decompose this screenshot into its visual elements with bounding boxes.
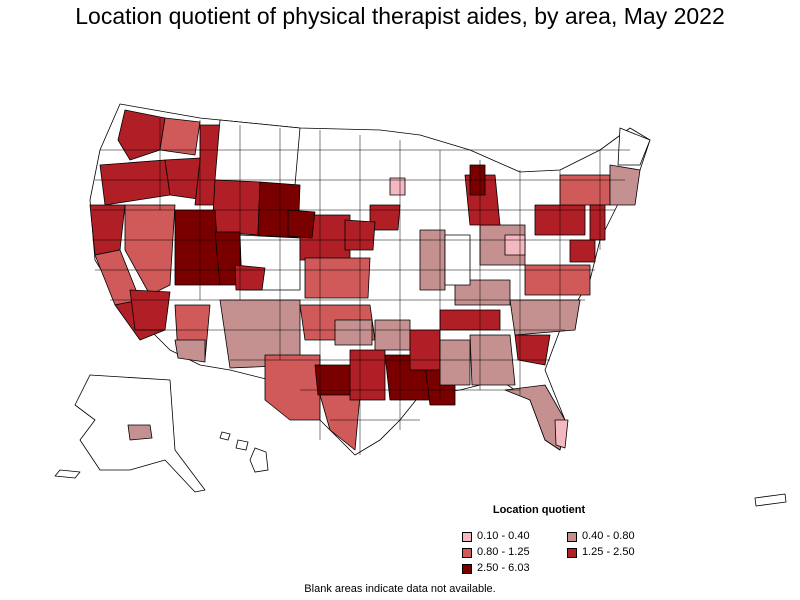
legend-swatch-4 xyxy=(462,563,472,574)
area-new-england xyxy=(609,164,641,206)
area-alabama xyxy=(439,339,471,386)
legend-label-0: 0.10 - 0.40 xyxy=(477,530,530,542)
area-nebraska-west xyxy=(287,209,316,239)
area-boundaries xyxy=(92,118,630,455)
legend-item-4: 2.50 - 6.03 xyxy=(462,562,567,575)
area-nevada xyxy=(124,204,176,296)
area-ohio-south xyxy=(504,234,526,256)
area-maine xyxy=(617,127,651,166)
area-hawaii xyxy=(219,431,269,473)
legend-swatch-3 xyxy=(567,547,577,558)
legend-label-1: 0.40 - 0.80 xyxy=(582,530,635,542)
area-illinois xyxy=(419,229,446,291)
area-florida xyxy=(504,384,566,451)
area-new-mexico-south xyxy=(174,339,206,363)
area-arkansas xyxy=(374,319,411,351)
legend-swatch-1 xyxy=(567,531,577,542)
legend-swatch-2 xyxy=(462,547,472,558)
area-florida-south xyxy=(554,419,569,449)
area-texas-coast xyxy=(319,394,361,451)
map-title: Location quotient of physical therapist … xyxy=(75,3,725,29)
legend-item-0: 0.10 - 0.40 xyxy=(462,530,567,543)
area-wyoming xyxy=(211,179,261,236)
area-washington-east xyxy=(159,117,201,156)
area-south-carolina xyxy=(514,334,551,366)
legend-label-3: 1.25 - 2.50 xyxy=(582,546,635,558)
area-california-north xyxy=(89,204,126,256)
blank-areas-note: Blank areas indicate data not available. xyxy=(304,583,496,595)
area-wisconsin-south xyxy=(389,177,406,196)
area-mississippi xyxy=(409,329,441,371)
legend-item-1: 0.40 - 0.80 xyxy=(567,530,662,543)
alaska-islands xyxy=(54,469,81,479)
area-texas xyxy=(264,354,321,421)
area-tennessee xyxy=(439,309,501,331)
area-indiana xyxy=(444,234,471,286)
legend-item-3: 1.25 - 2.50 xyxy=(567,546,662,559)
area-texas-east xyxy=(349,349,386,401)
legend-grid: 0.10 - 0.40 0.40 - 0.80 0.80 - 1.25 1.25… xyxy=(462,530,652,575)
area-new-york xyxy=(559,174,611,206)
area-montana-west xyxy=(214,119,301,186)
legend-title: Location quotient xyxy=(492,504,586,516)
area-arizona xyxy=(129,289,171,331)
area-virginia xyxy=(524,264,591,296)
legend-label-4: 2.50 - 6.03 xyxy=(477,562,530,574)
area-kansas xyxy=(304,257,371,299)
legend-item-2: 0.80 - 1.25 xyxy=(462,546,567,559)
legend-label-2: 0.80 - 1.25 xyxy=(477,546,530,558)
legend-swatch-0 xyxy=(462,531,472,542)
area-colorado-south xyxy=(234,264,266,291)
area-alaska-south xyxy=(127,424,153,441)
area-puerto-rico xyxy=(754,493,787,507)
area-kentucky xyxy=(454,279,511,306)
area-utah xyxy=(174,209,221,286)
area-washington-west xyxy=(117,109,166,161)
map-legend: Location quotient 0.10 - 0.40 0.40 - 0.8… xyxy=(462,504,652,575)
area-oklahoma-east xyxy=(334,319,373,346)
area-maryland xyxy=(569,239,596,263)
